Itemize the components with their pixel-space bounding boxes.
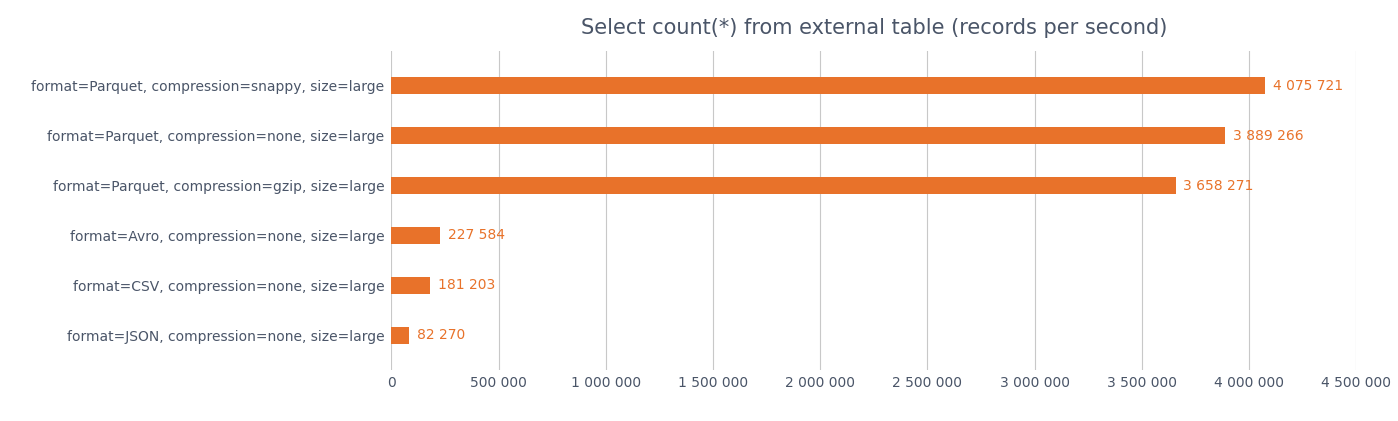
- Bar: [391, 227, 440, 244]
- Text: 82 270: 82 270: [417, 328, 464, 343]
- Text: 181 203: 181 203: [438, 278, 495, 293]
- Text: 3 658 271: 3 658 271: [1183, 179, 1254, 192]
- Text: 227 584: 227 584: [447, 229, 505, 242]
- Text: 3 889 266: 3 889 266: [1233, 128, 1303, 143]
- Bar: [391, 177, 1176, 194]
- Bar: [391, 277, 431, 294]
- Text: 4 075 721: 4 075 721: [1272, 78, 1342, 93]
- Bar: [391, 77, 1265, 94]
- Title: Select count(*) from external table (records per second): Select count(*) from external table (rec…: [580, 18, 1167, 38]
- Bar: [391, 327, 410, 344]
- Bar: [391, 127, 1225, 144]
